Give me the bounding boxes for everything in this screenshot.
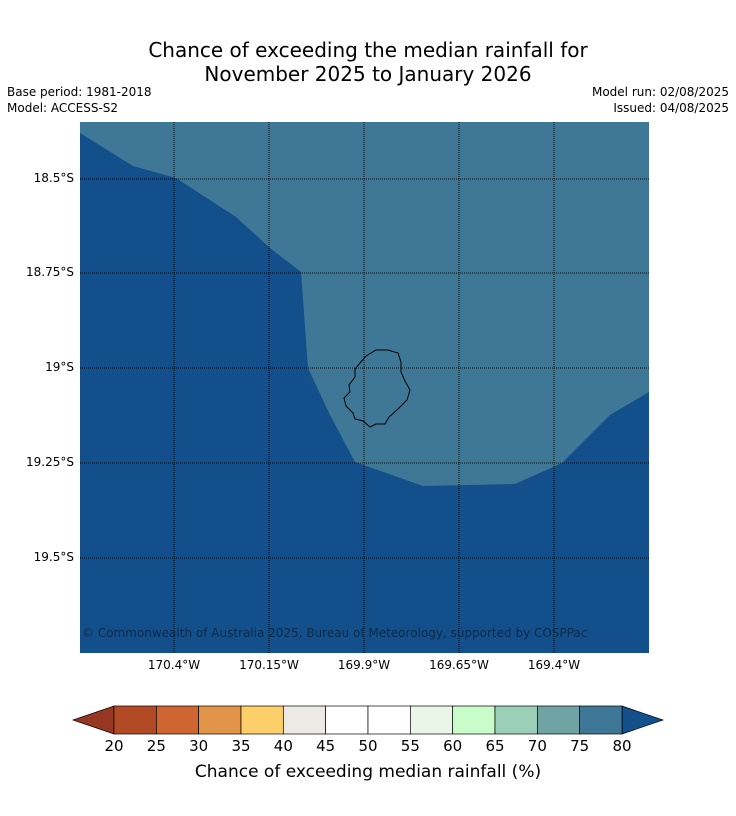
- lon-tick-label: 169.4°W: [527, 658, 581, 672]
- title-line-2: November 2025 to January 2026: [204, 62, 532, 86]
- colorbar-tick-label: 35: [231, 737, 251, 755]
- colorbar-tick-label: 40: [273, 737, 293, 755]
- model-name: Model: ACCESS-S2: [7, 101, 119, 115]
- colorbar-segment: [240, 705, 284, 735]
- lon-tick-label: 170.15°W: [239, 658, 299, 672]
- copyright-notice: © Commonwealth of Australia 2025, Bureau…: [82, 626, 588, 640]
- colorbar-tick-label: 75: [570, 737, 590, 755]
- colorbar: [71, 705, 665, 735]
- colorbar-segment: [536, 705, 581, 735]
- colorbar-segment: [579, 705, 623, 735]
- colorbar-tick-label: 45: [316, 737, 336, 755]
- colorbar-segment: [367, 705, 411, 735]
- lat-tick-label: 19°S: [45, 360, 74, 374]
- colorbar-over-arrow: [621, 705, 665, 735]
- lat-tick-label: 19.25°S: [26, 455, 74, 469]
- colorbar-tick-label: 50: [358, 737, 378, 755]
- model-run: Model run: 02/08/2025: [591, 85, 729, 99]
- colorbar-under-arrow: [71, 705, 115, 735]
- colorbar-tick-label: 65: [485, 737, 505, 755]
- colorbar-tick-label: 80: [612, 737, 632, 755]
- graticule: [80, 122, 649, 653]
- meta-left: Base period: 1981-2018 Model: ACCESS-S2: [7, 84, 152, 116]
- colorbar-label: Chance of exceeding median rainfall (%): [194, 762, 542, 782]
- colorbar-segment: [409, 705, 454, 735]
- lon-tick-label: 169.65°W: [429, 658, 489, 672]
- colorbar-segment: [325, 705, 369, 735]
- colorbar-tick-label: 30: [189, 737, 209, 755]
- island-coastline: [343, 349, 411, 428]
- colorbar-segment: [113, 705, 157, 735]
- colorbar-tick-label: 70: [527, 737, 547, 755]
- title-line-1: Chance of exceeding the median rainfall …: [148, 38, 588, 62]
- lat-tick-label: 18.75°S: [26, 265, 74, 279]
- issued-date: Issued: 04/08/2025: [613, 101, 729, 115]
- lat-tick-label: 19.5°S: [33, 550, 74, 564]
- colorbar-segment: [198, 705, 242, 735]
- lat-tick-label: 18.5°S: [33, 171, 74, 185]
- colorbar-segment: [155, 705, 200, 735]
- colorbar-tick-label: 25: [146, 737, 166, 755]
- colorbar-segment: [282, 705, 327, 735]
- colorbar-segment: [494, 705, 538, 735]
- colorbar-tick-label: 20: [104, 737, 124, 755]
- colorbar-segment: [452, 705, 496, 735]
- lon-tick-label: 170.4°W: [147, 658, 201, 672]
- colorbar-tick-label: 55: [400, 737, 420, 755]
- colorbar-tick-label: 60: [443, 737, 463, 755]
- meta-right: Model run: 02/08/2025 Issued: 04/08/2025: [592, 84, 729, 116]
- chart-title: Chance of exceeding the median rainfall …: [0, 38, 736, 86]
- lon-tick-label: 169.9°W: [337, 658, 391, 672]
- base-period: Base period: 1981-2018: [7, 85, 152, 99]
